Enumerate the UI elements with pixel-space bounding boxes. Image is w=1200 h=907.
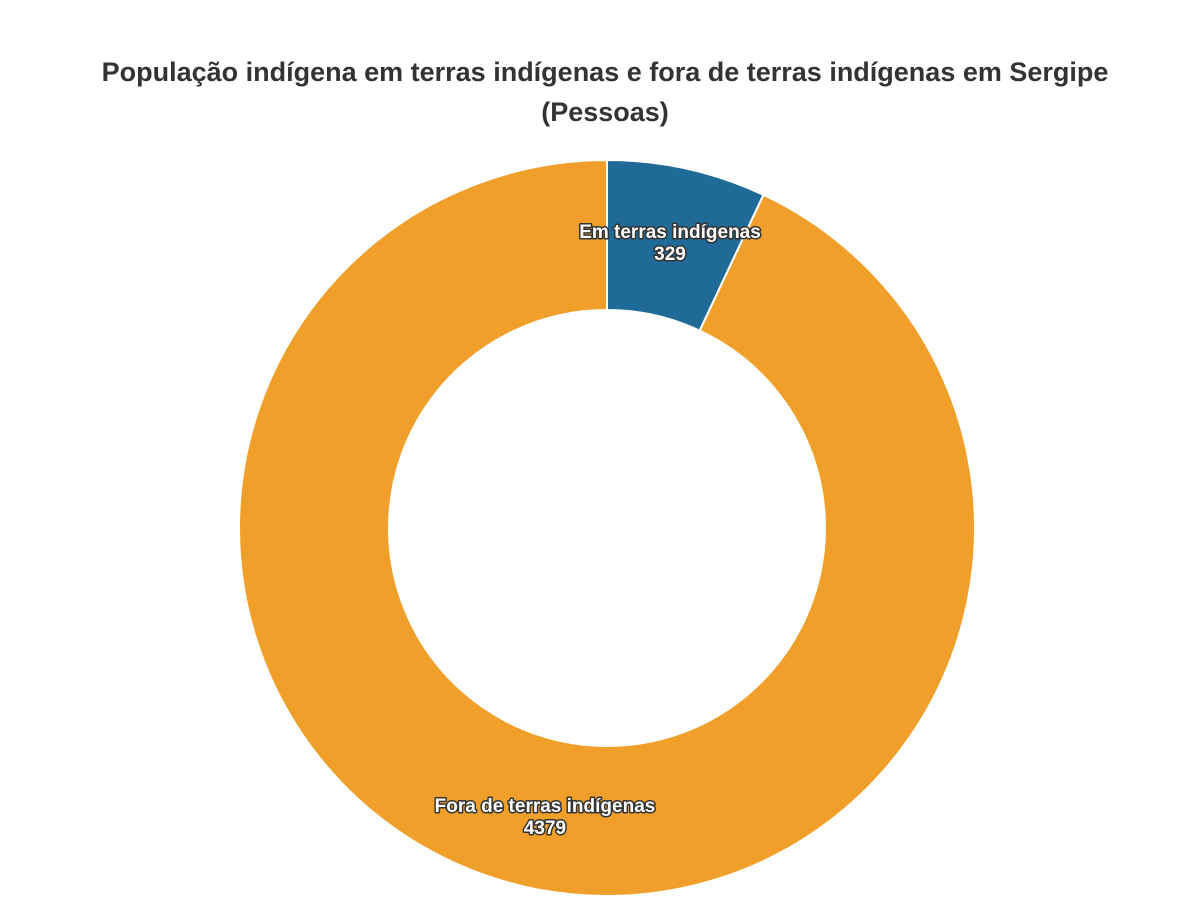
data-label-value: 4379	[524, 818, 566, 839]
donut-slice-2[interactable]	[238, 158, 976, 897]
data-label-value: 329	[654, 244, 686, 265]
chart-title: População indígena em terras indígenas e…	[0, 52, 1200, 132]
data-label-category: Em terras indígenas	[579, 222, 761, 243]
data-label-category: Fora de terras indígenas	[435, 796, 656, 817]
chart-subtitle: (Pessoas)	[541, 97, 669, 127]
chart-title-main: População indígena em terras indígenas e…	[101, 57, 1109, 87]
